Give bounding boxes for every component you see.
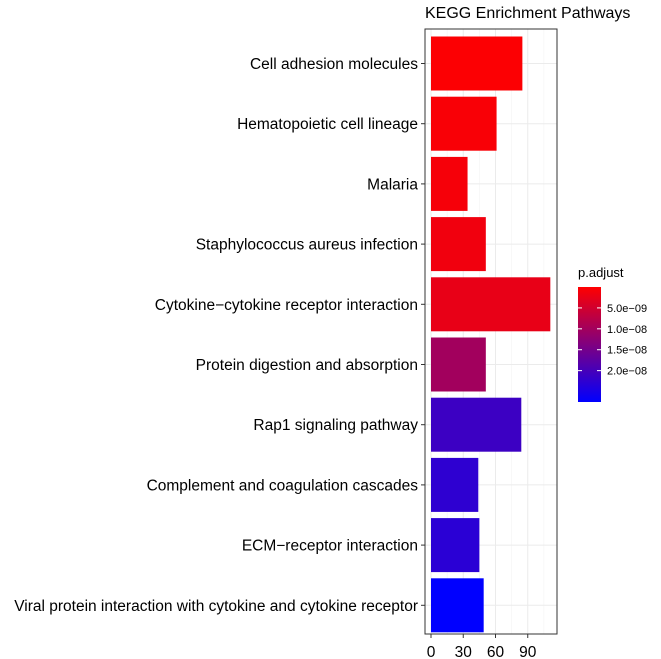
- bar: [431, 578, 484, 633]
- legend-tick-label: 5.0e−09: [607, 303, 647, 315]
- y-tick-label: Malaria: [367, 176, 418, 193]
- plot-panel: [424, 28, 558, 635]
- y-tick-label: Staphylococcus aureus infection: [196, 237, 418, 254]
- legend-title: p.adjust: [578, 265, 624, 280]
- legend-tick-label: 1.0e−08: [607, 324, 647, 336]
- x-tick-label: 60: [487, 644, 505, 659]
- bar: [431, 217, 486, 272]
- legend-ticks: 5.0e−09 1.0e−08 1.5e−08 2.0e−08: [578, 303, 647, 378]
- y-tick-label: Cytokine−cytokine receptor interaction: [155, 297, 418, 314]
- legend-tick-label: 2.0e−08: [607, 366, 647, 378]
- bar: [431, 397, 522, 452]
- y-tick-label: Viral protein interaction with cytokine …: [14, 598, 418, 615]
- chart-title: KEGG Enrichment Pathways: [425, 5, 630, 22]
- y-tick-label: Cell adhesion molecules: [250, 56, 418, 73]
- x-tick-label: 30: [455, 644, 473, 659]
- y-tick-label: Rap1 signaling pathway: [253, 417, 418, 434]
- y-tick-label: Complement and coagulation cascades: [147, 477, 419, 494]
- bar: [431, 156, 468, 211]
- bar: [431, 36, 523, 91]
- y-tick-label: Hematopoietic cell lineage: [237, 116, 418, 133]
- bar: [431, 337, 486, 392]
- panel-border: [424, 28, 558, 635]
- y-axis-labels: Cell adhesion molecules Hematopoietic cel…: [14, 56, 425, 615]
- legend-colorbar: [578, 287, 601, 402]
- bars: [431, 36, 551, 633]
- x-tick-label: 0: [427, 644, 436, 659]
- legend-tick-label: 1.5e−08: [607, 345, 647, 357]
- bar: [431, 277, 551, 332]
- y-tick-label: ECM−receptor interaction: [242, 538, 418, 555]
- bar: [431, 518, 480, 573]
- bar: [431, 96, 497, 151]
- x-axis: 0 30 60 90: [427, 634, 537, 659]
- y-tick-label: Protein digestion and absorption: [196, 357, 418, 374]
- color-legend: p.adjust 5.0e−09 1.0e−08 1.5e−08 2.0e−08: [578, 265, 647, 402]
- x-tick-label: 90: [519, 644, 537, 659]
- bar: [431, 457, 479, 512]
